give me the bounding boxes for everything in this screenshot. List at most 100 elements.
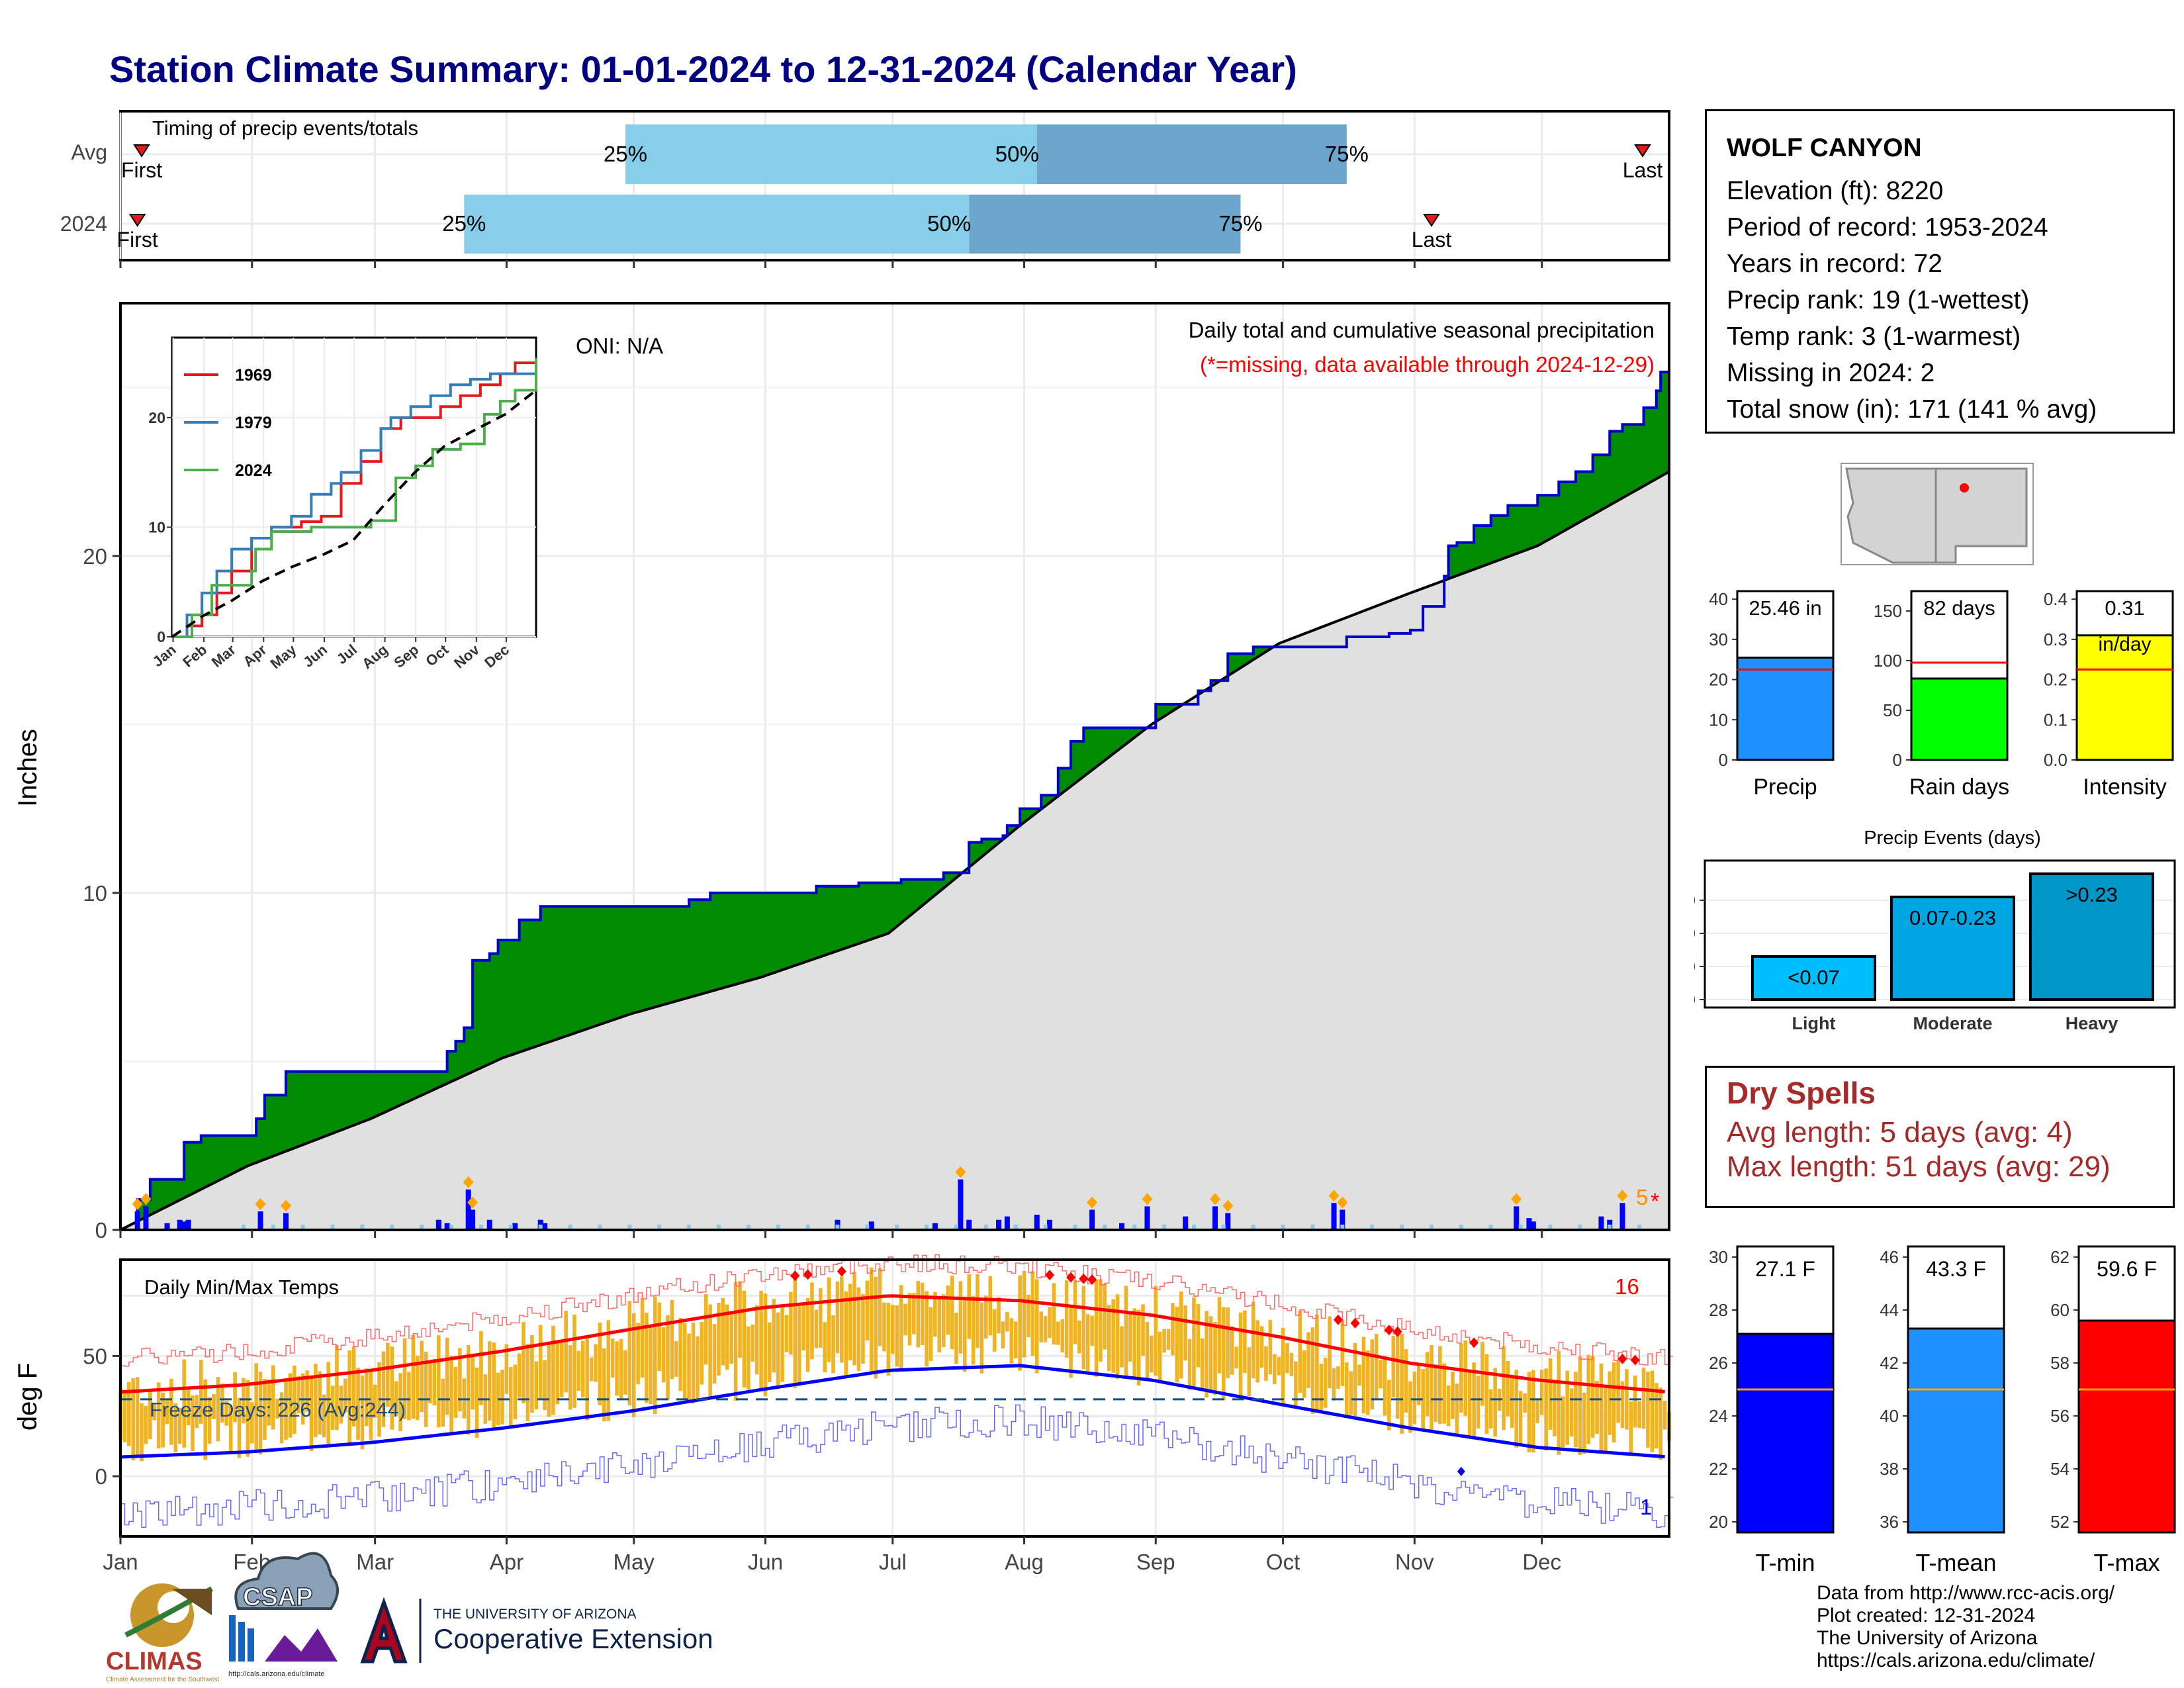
daily-temp-bar (1502, 1346, 1506, 1430)
trace-mark (478, 1225, 483, 1230)
heavy-event-marker (1222, 1199, 1234, 1212)
inset-ytick-label: 20 (148, 409, 165, 426)
daily-temp-bar (645, 1313, 649, 1403)
daily-temp-bar (228, 1405, 233, 1454)
daily-temp-bar (500, 1370, 504, 1425)
daily-temp-bar (492, 1342, 496, 1430)
daily-temp-bar (1544, 1368, 1548, 1451)
precip-frame (119, 302, 1670, 1231)
daily-temp-bar (1289, 1352, 1294, 1376)
daily-temp-bar (1493, 1368, 1497, 1437)
daily-precip-bar (1034, 1215, 1040, 1230)
precip-ytick-label: 0 (95, 1218, 107, 1243)
daily-temp-bar (835, 1281, 840, 1354)
summary-ytick-label: 0.4 (2044, 589, 2068, 609)
record-high-marker (1617, 1353, 1627, 1364)
daily-temp-bar (568, 1345, 572, 1410)
trace-mark (538, 1225, 543, 1230)
daily-temp-bar (343, 1378, 347, 1413)
daily-temp-bar (415, 1356, 420, 1421)
tbar-ytick-label: 46 (1880, 1247, 1899, 1267)
daily-temp-bar (191, 1395, 195, 1452)
last-marker (1634, 144, 1651, 158)
daily-temp-bar (895, 1305, 899, 1367)
daily-temp-bar (878, 1268, 882, 1346)
daily-temp-bar (1179, 1291, 1183, 1379)
daily-temp-bar (1009, 1318, 1014, 1364)
record-high-marker (1630, 1354, 1640, 1366)
station-name: WOLF CANYON (1727, 134, 1922, 162)
events-bar-moderate (1890, 896, 2015, 1001)
events-bar-label: 0.07-0.23 (1909, 906, 1996, 929)
daily-temp-bar (504, 1344, 509, 1394)
daily-temp-bar (886, 1302, 891, 1376)
daily-temp-bar (797, 1303, 801, 1386)
timing-bars: 25% 50% 75% First Last 25% 50% 75% First Last (117, 124, 1662, 254)
month-label: Jun (748, 1550, 783, 1574)
temp-ytick-label: 50 (83, 1344, 107, 1368)
daily-temp-bar (958, 1281, 963, 1354)
daily-temp-bar (704, 1293, 708, 1365)
daily-temp-bar (216, 1377, 220, 1442)
tbar-ytick-label: 44 (1880, 1300, 1899, 1320)
daily-precip-bar (966, 1219, 972, 1230)
tbar-label: T-min (1756, 1549, 1815, 1576)
daily-temp-bar (1026, 1294, 1030, 1338)
daily-temp-bar (1608, 1371, 1612, 1435)
summary-bar-intensity (2075, 634, 2174, 761)
summary-label-precip: Precip (1753, 774, 1817, 800)
daily-temp-bar (148, 1389, 152, 1440)
daily-temp-bar (356, 1368, 360, 1440)
daily-temp-bar (606, 1320, 611, 1421)
daily-temp-bar (517, 1353, 522, 1398)
daily-temp-bar (471, 1354, 475, 1410)
daily-temp-bar (759, 1290, 763, 1390)
daily-temp-bar (237, 1397, 242, 1458)
daily-temp-bar (314, 1364, 318, 1437)
daily-temp-bar (1650, 1370, 1655, 1452)
daily-temp-bar (1332, 1368, 1336, 1401)
daily-temp-bar (1243, 1310, 1247, 1374)
heavy-event-marker (463, 1176, 474, 1188)
trace-mark (746, 1225, 751, 1230)
month-label: Nov (1395, 1550, 1434, 1574)
tbar-ytick-label: 40 (1880, 1406, 1899, 1426)
daily-temp-bar (161, 1392, 165, 1448)
daily-temp-bar (793, 1274, 797, 1389)
daily-temp-bar (623, 1350, 627, 1395)
daily-temp-bar (135, 1377, 140, 1457)
trace-mark (241, 1225, 246, 1230)
timing-label-75: 75% (1218, 211, 1262, 236)
month-label: Jan (103, 1550, 138, 1574)
events-ytick-label: 0 (1694, 990, 1696, 1009)
daily-temp-bar (1523, 1393, 1527, 1413)
daily-temp-bar (390, 1346, 394, 1430)
daily-temp-bar (1451, 1372, 1455, 1419)
daily-temp-bar (819, 1288, 823, 1348)
daily-temp-bar (1281, 1327, 1285, 1407)
daily-temp-bar (224, 1401, 229, 1426)
tbar-t-mean (1907, 1327, 2005, 1534)
daily-temp-bar (865, 1280, 870, 1340)
daily-temp-bar (479, 1331, 483, 1405)
tbar-ytick-label: 58 (2050, 1353, 2070, 1373)
daily-temp-bar (1158, 1332, 1162, 1381)
daily-temp-bar (772, 1299, 776, 1373)
daily-temp-bar (678, 1317, 683, 1391)
record-high-marker (1087, 1274, 1097, 1286)
daily-temp-bar (1217, 1297, 1222, 1374)
daily-temp-bar (594, 1344, 598, 1382)
daily-temp-bar (696, 1336, 700, 1401)
summary-bars: 0 10 20 30 40 25.46 in Precip 0 50 100 150 82 days R… (1709, 589, 2174, 800)
daily-temp-bar (1446, 1385, 1451, 1427)
daily-temp-bar (1637, 1401, 1641, 1429)
daily-temp-bar (717, 1303, 721, 1376)
trace-mark (865, 1225, 870, 1230)
daily-temp-bar (381, 1351, 386, 1427)
daily-temp-bar (1349, 1371, 1353, 1415)
daily-temp-bar (1200, 1338, 1205, 1389)
daily-precip-bar (185, 1219, 191, 1230)
daily-temp-bar (979, 1302, 984, 1374)
daily-temp-bar (1268, 1320, 1273, 1375)
daily-precip-bar (1118, 1223, 1124, 1230)
